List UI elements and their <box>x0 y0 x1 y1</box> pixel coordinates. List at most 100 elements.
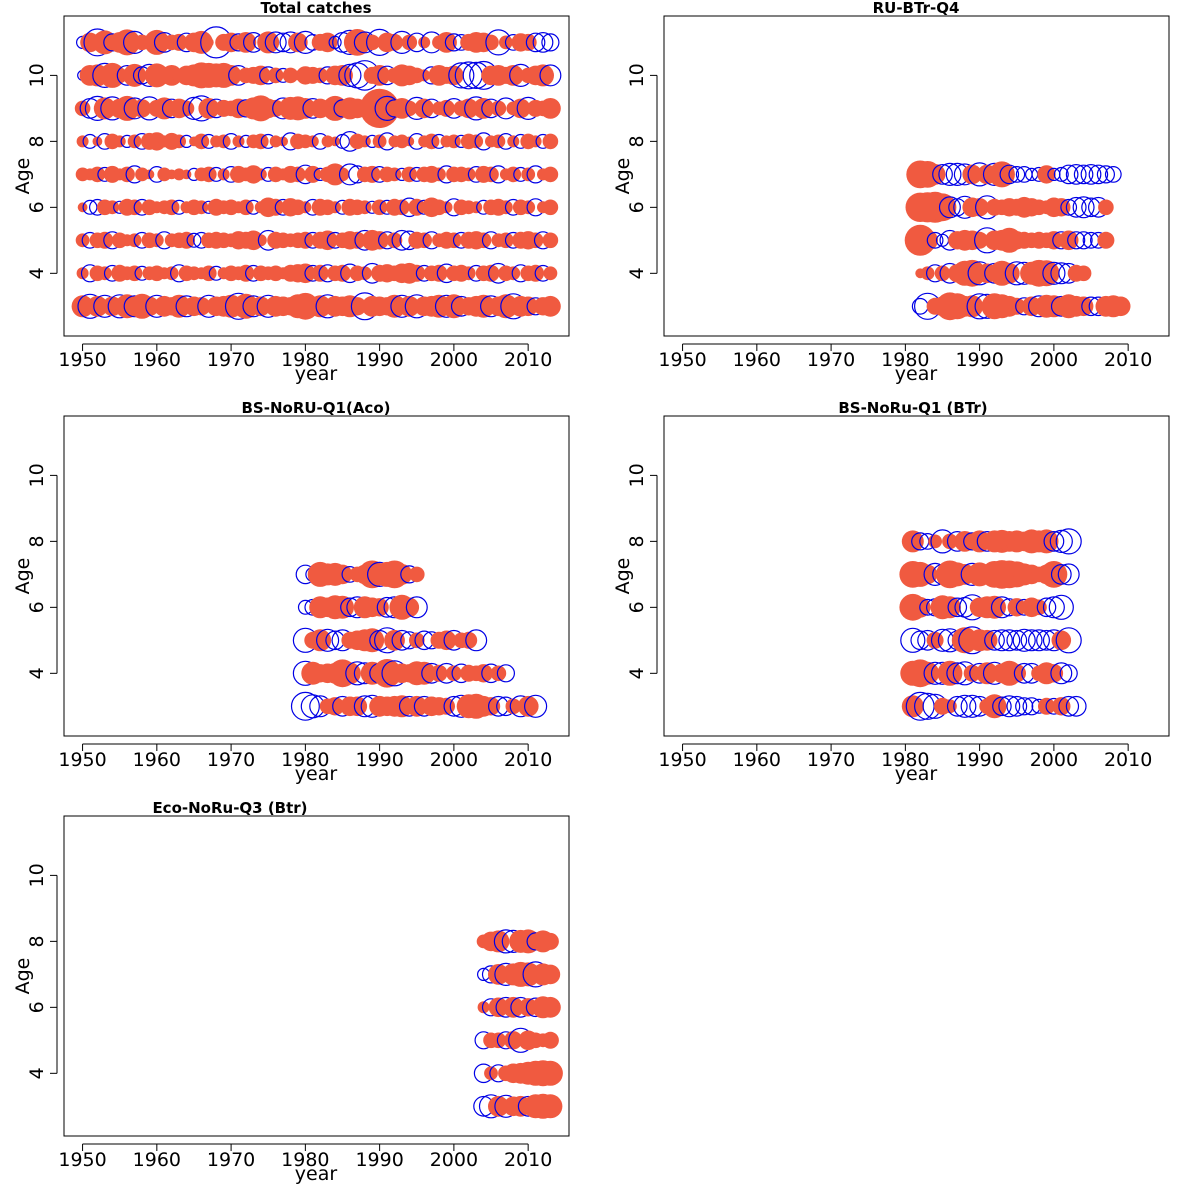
positive-residual-bubble <box>114 29 141 56</box>
negative-residual-bubble <box>1058 164 1079 185</box>
y-axis: 4 6 8 10 <box>26 63 58 279</box>
positive-residual-bubble <box>418 69 431 82</box>
positive-residual-bubble <box>473 98 494 119</box>
positive-residual-bubble <box>334 264 351 282</box>
bubble-layer <box>899 528 1087 721</box>
positive-residual-bubble <box>446 665 462 682</box>
positive-residual-bubble <box>358 135 371 148</box>
negative-residual-bubble <box>1058 695 1080 717</box>
negative-residual-bubble <box>900 627 926 653</box>
negative-residual-bubble <box>1080 163 1102 185</box>
positive-residual-bubble <box>1097 231 1115 249</box>
positive-residual-bubble <box>983 595 1006 619</box>
panel-title: BS-NoRu-Q1 (BTr) <box>838 399 987 417</box>
plot-frame <box>63 15 570 337</box>
y-tick-label: 4 <box>626 667 648 679</box>
positive-residual-bubble <box>447 134 461 149</box>
y-tick-label: 10 <box>26 863 48 887</box>
x-axis: 1950 1960 1970 1980 1990 2000 2010 <box>658 743 1152 771</box>
x-tick-label: 1970 <box>807 349 855 371</box>
x-tick-label: 2000 <box>430 749 478 771</box>
positive-residual-bubble <box>113 135 126 148</box>
x-tick-label: 2000 <box>430 349 478 371</box>
negative-residual-bubble <box>938 196 961 219</box>
negative-residual-bubble <box>1028 629 1051 652</box>
positive-residual-bubble <box>976 662 999 685</box>
negative-residual-bubble <box>984 629 1005 651</box>
x-tick-label: 1970 <box>207 1149 255 1171</box>
x-tick-label: 1990 <box>355 749 403 771</box>
positive-residual-bubble <box>335 167 350 182</box>
panel-bs-noru-q1-aco: BS-NoRU-Q1(Aco) 1950 1960 1970 1980 1990 2000… <box>12 399 570 785</box>
positive-residual-bubble <box>343 29 371 56</box>
x-tick-label: 2010 <box>1104 349 1152 371</box>
positive-residual-bubble <box>519 33 537 51</box>
negative-residual-bubble <box>1050 662 1073 685</box>
positive-residual-bubble <box>288 32 308 53</box>
positive-residual-bubble <box>438 99 455 117</box>
positive-residual-bubble <box>963 664 981 682</box>
positive-residual-bubble <box>321 135 334 148</box>
positive-residual-bubble <box>436 630 457 651</box>
positive-residual-bubble <box>1051 630 1072 651</box>
positive-residual-bubble <box>430 664 448 682</box>
positive-residual-bubble <box>406 695 428 717</box>
positive-residual-bubble <box>970 198 989 217</box>
positive-residual-bubble <box>317 32 338 53</box>
negative-residual-bubble <box>1104 165 1122 183</box>
positive-residual-bubble <box>132 99 152 118</box>
positive-residual-bubble <box>901 695 924 718</box>
positive-residual-bubble <box>254 234 267 247</box>
x-tick-label: 1980 <box>281 1149 329 1171</box>
positive-residual-bubble <box>348 231 366 249</box>
x-tick-label: 1950 <box>658 349 706 371</box>
positive-residual-bubble <box>401 34 418 51</box>
positive-residual-bubble <box>370 598 389 617</box>
positive-residual-bubble <box>542 133 559 150</box>
x-tick-label: 2010 <box>1104 749 1152 771</box>
positive-residual-bubble <box>527 232 544 249</box>
positive-residual-bubble <box>541 932 559 950</box>
positive-residual-bubble <box>1052 697 1071 716</box>
positive-residual-bubble <box>1073 296 1094 317</box>
positive-residual-bubble <box>490 665 507 682</box>
negative-residual-bubble <box>523 694 548 718</box>
bubble-layer <box>904 160 1131 321</box>
positive-residual-bubble <box>961 295 984 318</box>
positive-residual-bubble <box>309 629 332 652</box>
negative-residual-bubble <box>1006 695 1028 717</box>
positive-residual-bubble <box>537 1060 563 1086</box>
positive-residual-bubble <box>370 231 389 250</box>
positive-residual-bubble <box>1008 297 1026 315</box>
y-axis-label: Age <box>12 958 34 995</box>
x-axis: 1950 1960 1970 1980 1990 2000 2010 <box>58 743 552 771</box>
positive-residual-bubble <box>928 193 957 222</box>
positive-residual-bubble <box>472 294 496 318</box>
positive-residual-bubble <box>360 88 400 128</box>
positive-residual-bubble <box>304 165 322 183</box>
positive-residual-bubble <box>440 201 453 214</box>
positive-residual-bubble <box>93 97 116 120</box>
y-axis: 4 6 8 10 <box>626 63 658 279</box>
positive-residual-bubble <box>517 695 539 717</box>
negative-residual-bubble <box>1096 165 1115 184</box>
plot-frame <box>63 415 570 737</box>
positive-residual-bubble <box>1031 599 1047 616</box>
y-tick-label: 4 <box>26 667 48 679</box>
negative-residual-bubble <box>186 232 202 248</box>
positive-residual-bubble <box>114 95 140 121</box>
x-axis-label: year <box>895 363 938 385</box>
y-axis: 4 6 8 10 <box>26 463 58 679</box>
positive-residual-bubble <box>372 659 402 688</box>
y-axis: 4 6 8 10 <box>626 463 658 679</box>
positive-residual-bubble <box>157 167 172 182</box>
positive-residual-bubble <box>178 100 195 117</box>
positive-residual-bubble <box>401 100 418 117</box>
panel-ru-btr-q4: RU-BTr-Q4 1950 1960 1970 1980 1990 2000 2010 4… <box>612 0 1170 385</box>
positive-residual-bubble <box>444 65 464 86</box>
positive-residual-bubble <box>488 997 509 1018</box>
positive-residual-bubble <box>543 266 558 281</box>
positive-residual-bubble <box>295 98 316 119</box>
positive-residual-bubble <box>483 166 499 183</box>
